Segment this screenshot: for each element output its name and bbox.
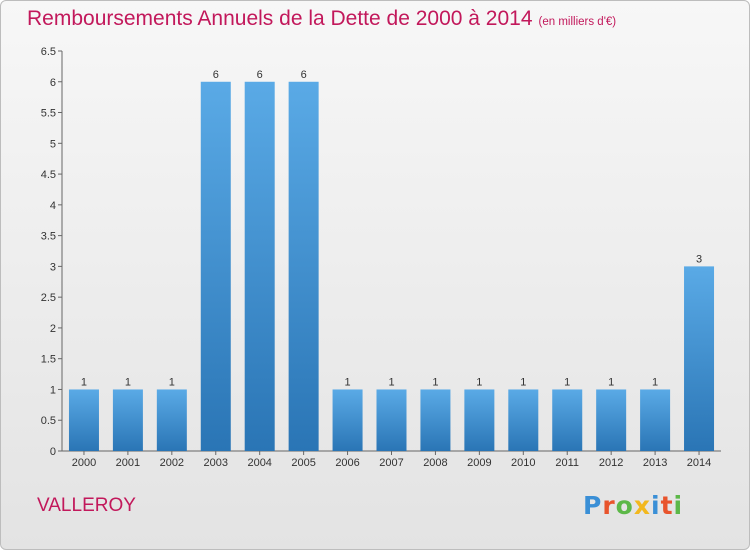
chart-title: Remboursements Annuels de la Dette de 20… <box>27 7 616 31</box>
x-tick-label: 2012 <box>599 457 623 469</box>
bar <box>684 266 715 451</box>
bar-value-label: 6 <box>213 69 219 81</box>
y-tick-label: 1 <box>50 384 56 396</box>
bar-value-label: 3 <box>696 253 702 265</box>
x-tick-label: 2006 <box>335 457 359 469</box>
x-tick-label: 2010 <box>511 457 535 469</box>
bar <box>244 81 275 452</box>
y-tick-label: 0 <box>50 446 56 458</box>
y-tick-label: 2.5 <box>41 292 56 304</box>
x-tick-label: 2002 <box>160 457 184 469</box>
bar-value-label: 1 <box>169 376 175 388</box>
bar-value-label: 1 <box>476 376 482 388</box>
place-name: VALLEROY <box>37 495 136 516</box>
y-tick-label: 2 <box>50 323 56 335</box>
x-tick-label: 2001 <box>116 457 140 469</box>
y-tick-label: 4 <box>50 200 56 212</box>
bar-value-label: 1 <box>388 376 394 388</box>
bar-value-label: 1 <box>345 376 351 388</box>
bar <box>552 389 583 451</box>
bar <box>156 389 187 451</box>
x-tick-label: 2004 <box>247 457 271 469</box>
bar-value-label: 1 <box>652 376 658 388</box>
bar <box>68 389 99 451</box>
chart-subtitle: (en milliers d'€) <box>538 16 617 28</box>
bar-value-label: 1 <box>432 376 438 388</box>
bar <box>596 389 627 451</box>
x-tick-label: 2013 <box>643 457 667 469</box>
y-tick-label: 0.5 <box>41 415 56 427</box>
x-tick-label: 2014 <box>687 457 711 469</box>
y-tick-label: 6.5 <box>41 46 56 58</box>
bar <box>332 389 363 451</box>
x-tick-label: 2000 <box>72 457 96 469</box>
y-tick-label: 6 <box>50 77 56 89</box>
bar-value-label: 6 <box>257 69 263 81</box>
bar-value-label: 1 <box>520 376 526 388</box>
x-tick-label: 2007 <box>379 457 403 469</box>
bar <box>464 389 495 451</box>
x-tick-label: 2009 <box>467 457 491 469</box>
bar-value-label: 1 <box>564 376 570 388</box>
bar <box>112 389 143 451</box>
bar <box>288 81 319 452</box>
bar <box>420 389 451 451</box>
x-tick-label: 2008 <box>423 457 447 469</box>
x-tick-label: 2005 <box>291 457 315 469</box>
y-tick-label: 3 <box>50 261 56 273</box>
bar <box>508 389 539 451</box>
chart-title-text: Remboursements Annuels de la Dette de 20… <box>27 7 533 30</box>
bar-value-label: 1 <box>125 376 131 388</box>
y-tick-label: 5 <box>50 138 56 150</box>
bar-value-label: 1 <box>608 376 614 388</box>
y-tick-label: 1.5 <box>41 354 56 366</box>
bar-value-label: 1 <box>81 376 87 388</box>
x-tick-label: 2003 <box>204 457 228 469</box>
x-tick-label: 2011 <box>555 457 579 469</box>
y-tick-label: 5.5 <box>41 108 56 120</box>
y-tick-label: 4.5 <box>41 169 56 181</box>
bar-value-label: 6 <box>301 69 307 81</box>
y-tick-label: 3.5 <box>41 231 56 243</box>
proxiti-logo: Proxiti <box>583 491 684 520</box>
bar <box>376 389 407 451</box>
bar <box>640 389 671 451</box>
bar <box>200 81 231 452</box>
